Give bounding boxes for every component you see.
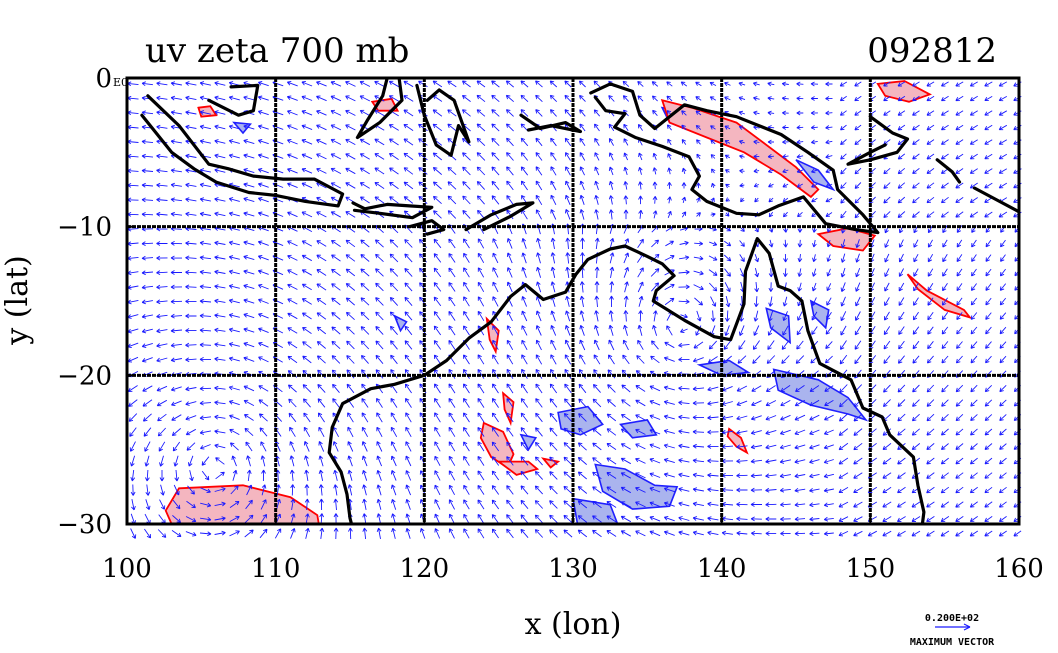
reference-vector-magnitude: 0.200E+02	[925, 613, 979, 624]
x-tick-label: 120	[400, 554, 450, 584]
coastline-segment	[140, 94, 345, 208]
wind-vectors	[127, 80, 1022, 540]
coastline-segment	[207, 83, 260, 117]
coastline-segment	[935, 158, 962, 184]
positive-vorticity-region	[660, 99, 820, 199]
coastline-segment	[464, 201, 535, 232]
positive-vorticity-region	[502, 391, 515, 427]
chart-title: uv zeta 700 mb	[145, 31, 409, 71]
coastline-segment	[327, 373, 426, 524]
y-axis-ticks: 0 −10 −20 −30	[57, 64, 135, 540]
negative-vorticity-region	[772, 368, 869, 422]
wind-vector-field	[127, 80, 1022, 540]
positive-vorticity-region	[876, 80, 933, 103]
negative-vorticity-region	[696, 359, 751, 377]
negative-vorticity-region	[619, 419, 658, 439]
y-axis-label: y (lat)	[0, 255, 35, 345]
negative-vorticity-region	[809, 299, 830, 330]
gridlines	[127, 78, 1019, 524]
negative-vorticity-region	[557, 405, 604, 436]
x-tick-label: 150	[846, 554, 896, 584]
x-axis-label: x (lon)	[525, 607, 622, 642]
coastline-segment	[846, 115, 910, 166]
negative-vorticity-region	[519, 433, 538, 452]
y-tick-label: −30	[57, 510, 112, 540]
negative-vorticity-region	[795, 159, 836, 192]
x-axis-ticks: 100 110 120 130 140 150 160	[102, 516, 1044, 584]
reference-vector: 0.200E+02 MAXIMUM VECTOR	[910, 613, 995, 648]
coastline-segment	[355, 78, 404, 140]
negative-vorticity-region	[594, 463, 679, 510]
coastline-segment	[351, 201, 434, 220]
coastline-segment	[415, 83, 471, 157]
coastline-segment	[422, 237, 926, 524]
positive-vorticity-region	[495, 460, 540, 476]
reference-vector-arrowhead	[963, 623, 971, 631]
positive-vorticity-region	[906, 273, 973, 320]
x-tick-label: 110	[251, 554, 301, 584]
coastlines	[140, 78, 1019, 524]
y-axis-exponent: E0	[113, 76, 128, 89]
negative-vorticity-region	[572, 497, 619, 524]
coastline-segment	[407, 219, 446, 236]
x-tick-label: 160	[994, 554, 1044, 584]
coastline-segment	[519, 113, 582, 134]
coastline-segment	[972, 186, 1019, 214]
reference-vector-caption: MAXIMUM VECTOR	[910, 637, 995, 648]
x-tick-label: 140	[697, 554, 747, 584]
x-tick-label: 130	[548, 554, 598, 584]
y-tick-label: 0	[95, 64, 112, 94]
x-tick-label: 100	[102, 554, 152, 584]
date-label: 092812	[867, 31, 997, 71]
y-tick-label: −20	[57, 361, 112, 391]
y-tick-label: −10	[57, 213, 112, 243]
coastline-segment	[589, 82, 880, 235]
